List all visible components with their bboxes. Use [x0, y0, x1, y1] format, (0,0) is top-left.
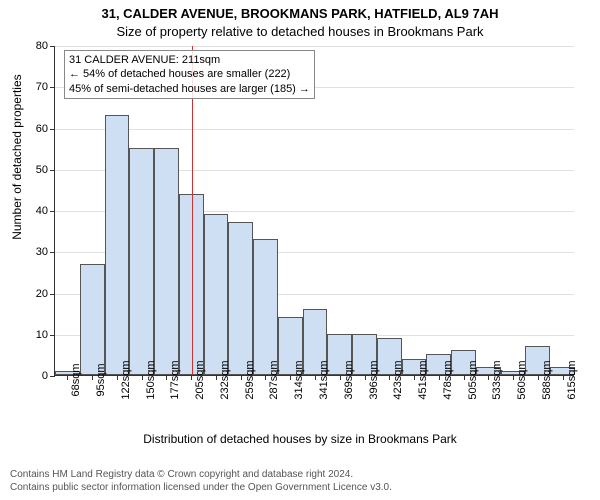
xtick-label: 505sqm: [467, 360, 479, 399]
histogram-bar: [129, 148, 154, 375]
xtick-mark: [191, 375, 192, 380]
ytick-mark: [50, 46, 55, 47]
xtick-mark: [464, 375, 465, 380]
ytick-label: 50: [8, 164, 48, 176]
xtick-label: 533sqm: [491, 360, 503, 399]
ytick-label: 40: [8, 205, 48, 217]
x-axis-label: Distribution of detached houses by size …: [0, 432, 600, 446]
xtick-label: 588sqm: [541, 360, 553, 399]
ytick-label: 80: [8, 40, 48, 52]
footer-line1: Contains HM Land Registry data © Crown c…: [10, 468, 392, 481]
xtick-label: 478sqm: [442, 360, 454, 399]
histogram-bar: [80, 264, 105, 375]
xtick-label: 341sqm: [318, 360, 330, 399]
histogram-bar: [204, 214, 229, 375]
ytick-mark: [50, 376, 55, 377]
ytick-label: 60: [8, 123, 48, 135]
histogram-bar: [228, 222, 253, 375]
xtick-mark: [389, 375, 390, 380]
ytick-label: 30: [8, 246, 48, 258]
histogram-bar: [179, 194, 204, 376]
xtick-mark: [142, 375, 143, 380]
xtick-mark: [563, 375, 564, 380]
xtick-mark: [92, 375, 93, 380]
xtick-label: 95sqm: [95, 363, 107, 396]
xtick-mark: [538, 375, 539, 380]
gridline: [55, 46, 574, 47]
xtick-label: 68sqm: [70, 363, 82, 396]
xtick-mark: [67, 375, 68, 380]
xtick-label: 177sqm: [169, 360, 181, 399]
xtick-mark: [365, 375, 366, 380]
xtick-mark: [439, 375, 440, 380]
xtick-label: 205sqm: [194, 360, 206, 399]
xtick-mark: [166, 375, 167, 380]
xtick-label: 287sqm: [268, 360, 280, 399]
ytick-mark: [50, 87, 55, 88]
histogram-bar: [253, 239, 278, 375]
xtick-label: 314sqm: [293, 360, 305, 399]
xtick-label: 259sqm: [244, 360, 256, 399]
ytick-mark: [50, 129, 55, 130]
ytick-label: 10: [8, 329, 48, 341]
ytick-mark: [50, 294, 55, 295]
annotation-line: 31 CALDER AVENUE: 211sqm: [69, 53, 310, 67]
chart-title-line1: 31, CALDER AVENUE, BROOKMANS PARK, HATFI…: [0, 6, 600, 21]
xtick-label: 232sqm: [219, 360, 231, 399]
ytick-mark: [50, 252, 55, 253]
ytick-label: 70: [8, 81, 48, 93]
annotation-line: ← 54% of detached houses are smaller (22…: [69, 67, 310, 81]
xtick-mark: [340, 375, 341, 380]
xtick-mark: [513, 375, 514, 380]
xtick-mark: [241, 375, 242, 380]
xtick-label: 615sqm: [566, 360, 578, 399]
xtick-mark: [216, 375, 217, 380]
footer: Contains HM Land Registry data © Crown c…: [10, 468, 392, 494]
xtick-mark: [117, 375, 118, 380]
xtick-mark: [414, 375, 415, 380]
ytick-label: 0: [8, 370, 48, 382]
xtick-mark: [265, 375, 266, 380]
ytick-mark: [50, 335, 55, 336]
histogram-bar: [105, 115, 130, 375]
ytick-mark: [50, 211, 55, 212]
xtick-mark: [290, 375, 291, 380]
xtick-label: 122sqm: [120, 360, 132, 399]
xtick-label: 451sqm: [417, 360, 429, 399]
histogram-bar: [154, 148, 179, 375]
xtick-label: 150sqm: [145, 360, 157, 399]
xtick-label: 396sqm: [368, 360, 380, 399]
annotation-line: 45% of semi-detached houses are larger (…: [69, 82, 310, 96]
xtick-label: 423sqm: [392, 360, 404, 399]
annotation-box: 31 CALDER AVENUE: 211sqm← 54% of detache…: [64, 50, 315, 99]
xtick-mark: [315, 375, 316, 380]
ytick-label: 20: [8, 288, 48, 300]
ytick-mark: [50, 170, 55, 171]
chart-title-line2: Size of property relative to detached ho…: [0, 24, 600, 39]
xtick-label: 560sqm: [516, 360, 528, 399]
gridline: [55, 129, 574, 130]
footer-line2: Contains public sector information licen…: [10, 481, 392, 494]
xtick-label: 369sqm: [343, 360, 355, 399]
xtick-mark: [488, 375, 489, 380]
